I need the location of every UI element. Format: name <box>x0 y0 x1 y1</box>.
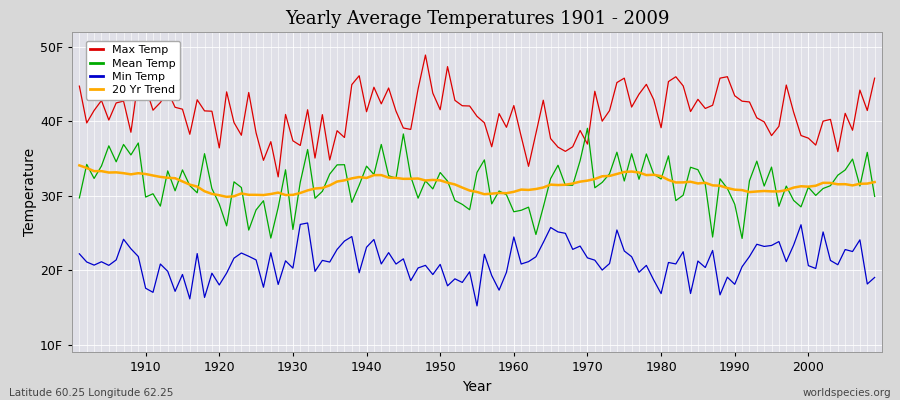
Text: Latitude 60.25 Longitude 62.25: Latitude 60.25 Longitude 62.25 <box>9 388 174 398</box>
X-axis label: Year: Year <box>463 380 491 394</box>
Legend: Max Temp, Mean Temp, Min Temp, 20 Yr Trend: Max Temp, Mean Temp, Min Temp, 20 Yr Tre… <box>86 41 180 100</box>
Y-axis label: Temperature: Temperature <box>23 148 37 236</box>
Text: worldspecies.org: worldspecies.org <box>803 388 891 398</box>
Title: Yearly Average Temperatures 1901 - 2009: Yearly Average Temperatures 1901 - 2009 <box>284 10 670 28</box>
